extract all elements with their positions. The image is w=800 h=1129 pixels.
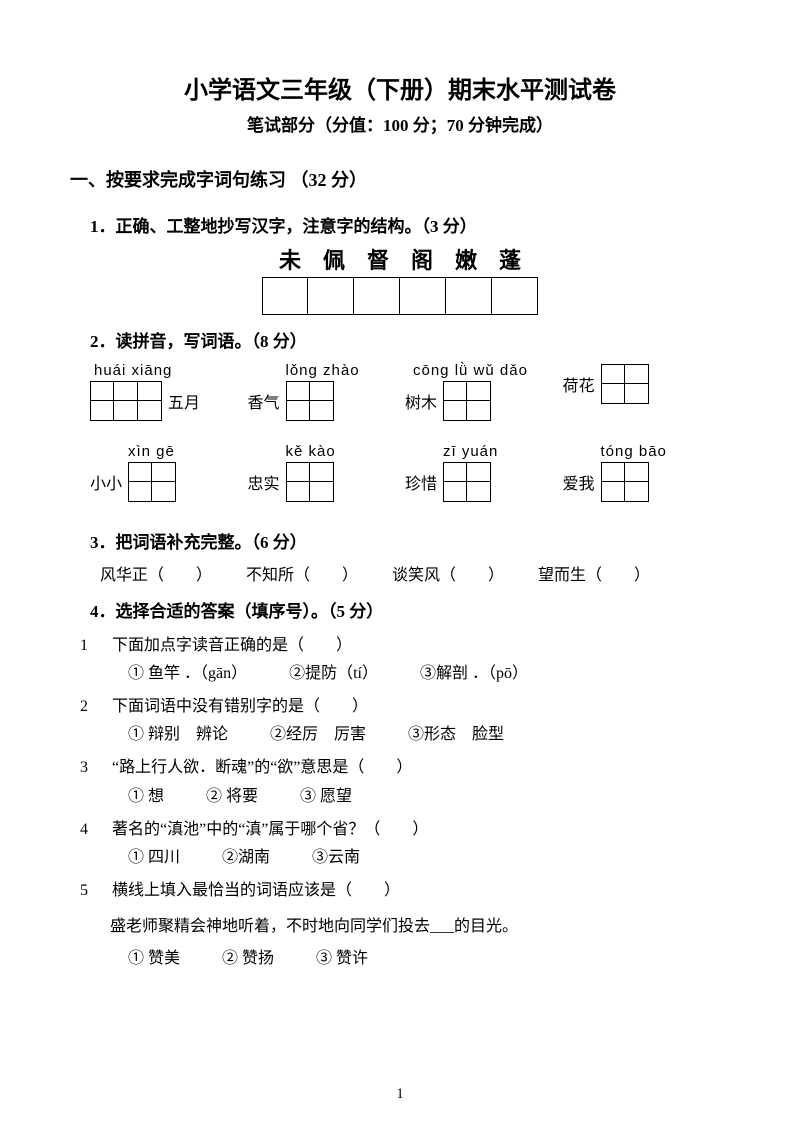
q4-opt: ③云南 (312, 843, 360, 867)
q4-list: 1 下面加点字读音正确的是（ ） ① 鱼竿 ．（gān） ②提防（tí） ③解剖… (80, 632, 730, 968)
answer-grid[interactable] (286, 462, 334, 502)
q4-opt: ②经厉 厉害 (270, 720, 366, 744)
write-cell[interactable] (400, 277, 446, 315)
q2-item: 荷花 (563, 362, 711, 421)
q3-item: 望而生（ ） (538, 567, 650, 584)
given-text: 五月 (168, 381, 200, 413)
q4-sub: 2 下面词语中没有错别字的是（ ） (80, 693, 730, 720)
write-cell[interactable] (308, 277, 354, 315)
answer-grid[interactable] (128, 462, 176, 502)
q4-opt: ③形态 脸型 (408, 720, 504, 744)
q2-item: kě kào 忠实 (248, 443, 396, 502)
q4-num: 5 (80, 877, 108, 904)
write-cell[interactable] (492, 277, 538, 315)
q4-opt: ③ 愿望 (300, 782, 352, 806)
pinyin-label: tóng bāo (601, 443, 711, 460)
exam-page: 小学语文三年级（下册）期末水平测试卷 笔试部分（分值：100 分；70 分钟完成… (0, 0, 800, 1129)
answer-grid[interactable] (90, 381, 162, 421)
q4-opt: ③ 赞许 (316, 944, 368, 968)
q4-opt: ① 想 (128, 782, 164, 806)
pinyin-label: kě kào (286, 443, 396, 460)
pinyin-label: xìn gē (128, 443, 238, 460)
q1-boxes (70, 277, 730, 315)
given-text: 荷花 (563, 364, 595, 396)
q4-opt: ②提防（tí） (289, 659, 378, 683)
given-text: 树木 (405, 381, 437, 413)
given-text: 小小 (90, 462, 122, 494)
q2-item: lǒng zhào 香气 (248, 362, 396, 421)
q3-heading: 3．把词语补充完整。（6 分） (90, 528, 730, 553)
q4-opt: ① 辩别 辨论 (128, 720, 228, 744)
write-cell[interactable] (262, 277, 308, 315)
answer-grid[interactable] (443, 462, 491, 502)
q4-opt: ③解剖 ．（pō） (420, 659, 528, 683)
answer-grid[interactable] (601, 462, 649, 502)
given-text: 香气 (248, 381, 280, 413)
given-text: 忠实 (248, 462, 280, 494)
page-number: 1 (0, 1086, 800, 1103)
q4-opt: ② 将要 (206, 782, 258, 806)
q4-opts: ① 想 ② 将要 ③ 愿望 (128, 782, 730, 806)
q4-sub: 5 横线上填入最恰当的词语应该是（ ） (80, 877, 730, 904)
write-cell[interactable] (354, 277, 400, 315)
q3-items: 风华正（ ） 不知所（ ） 谈笑风（ ） 望而生（ ） (100, 561, 730, 585)
q4-num: 1 (80, 632, 108, 659)
q3-item: 风华正（ ） (100, 567, 212, 584)
q3-item: 谈笑风（ ） (392, 567, 504, 584)
q4-sub: 3 “路上行人欲．断魂”的“欲”意思是（ ） (80, 754, 730, 781)
q4-opts: ① 赞美 ② 赞扬 ③ 赞许 (128, 944, 730, 968)
page-title: 小学语文三年级（下册）期末水平测试卷 (70, 70, 730, 105)
q2-heading: 2．读拼音，写词语。（8 分） (90, 327, 730, 352)
answer-grid[interactable] (601, 364, 649, 404)
q4-stem: 著名的“滇池”中的“滇”属于哪个省？（ ） (112, 821, 428, 838)
q4-sentence: 盛老师聚精会神地听着，不时地向同学们投去___的目光。 (110, 912, 730, 936)
q2-row2: xìn gē 小小 kě kào 忠实 zī yuán 珍惜 tóng bāo (90, 443, 710, 502)
given-text: 珍惜 (405, 462, 437, 494)
q3-item: 不知所（ ） (246, 567, 358, 584)
pinyin-label: zī yuán (443, 443, 553, 460)
q2-row1: huái xiāng 五月 lǒng zhào 香气 cōng lǜ wǔ dǎ… (90, 362, 710, 421)
q4-sub: 4 著名的“滇池”中的“滇”属于哪个省？（ ） (80, 816, 730, 843)
q4-num: 3 (80, 754, 108, 781)
q4-sub: 1 下面加点字读音正确的是（ ） (80, 632, 730, 659)
q1-chars: 未佩督阁嫩蓬 (257, 243, 543, 275)
answer-grid[interactable] (286, 381, 334, 421)
section-1-heading: 一、按要求完成字词句练习 （32 分） (70, 166, 730, 192)
q2-item: zī yuán 珍惜 (405, 443, 553, 502)
q1-box-grid (262, 277, 538, 315)
q4-heading: 4．选择合适的答案（填序号）。（5 分） (90, 597, 730, 622)
write-cell[interactable] (446, 277, 492, 315)
q4-opts: ① 四川 ②湖南 ③云南 (128, 843, 730, 867)
q4-stem: “路上行人欲．断魂”的“欲”意思是（ ） (112, 759, 412, 776)
q4-stem: 横线上填入最恰当的词语应该是（ ） (112, 882, 400, 899)
q4-opt: ① 鱼竿 ．（gān） (128, 659, 247, 683)
q4-opt: ① 四川 (128, 843, 180, 867)
page-subtitle: 笔试部分（分值：100 分；70 分钟完成） (70, 111, 730, 136)
pinyin-label: cōng lǜ wǔ dǎo (413, 362, 553, 379)
q2-item: huái xiāng 五月 (90, 362, 238, 421)
q2-item: cōng lǜ wǔ dǎo 树木 (405, 362, 553, 421)
q4-stem: 下面词语中没有错别字的是（ ） (112, 698, 368, 715)
given-text: 爱我 (563, 462, 595, 494)
q4-opt: ② 赞扬 (222, 944, 274, 968)
q4-opt: ① 赞美 (128, 944, 180, 968)
q2-item: xìn gē 小小 (90, 443, 238, 502)
q4-num: 4 (80, 816, 108, 843)
pinyin-label: huái xiāng (94, 362, 238, 379)
q4-opts: ① 鱼竿 ．（gān） ②提防（tí） ③解剖 ．（pō） (128, 659, 730, 683)
q4-stem: 下面加点字读音正确的是（ ） (112, 637, 352, 654)
q4-opts: ① 辩别 辨论 ②经厉 厉害 ③形态 脸型 (128, 720, 730, 744)
q1-heading: 1．正确、工整地抄写汉字，注意字的结构。（3 分） (90, 212, 730, 237)
pinyin-label: lǒng zhào (286, 362, 396, 379)
q1-chars-row: 未佩督阁嫩蓬 (70, 243, 730, 275)
q4-opt: ②湖南 (222, 843, 270, 867)
answer-grid[interactable] (443, 381, 491, 421)
q4-num: 2 (80, 693, 108, 720)
q2-item: tóng bāo 爱我 (563, 443, 711, 502)
